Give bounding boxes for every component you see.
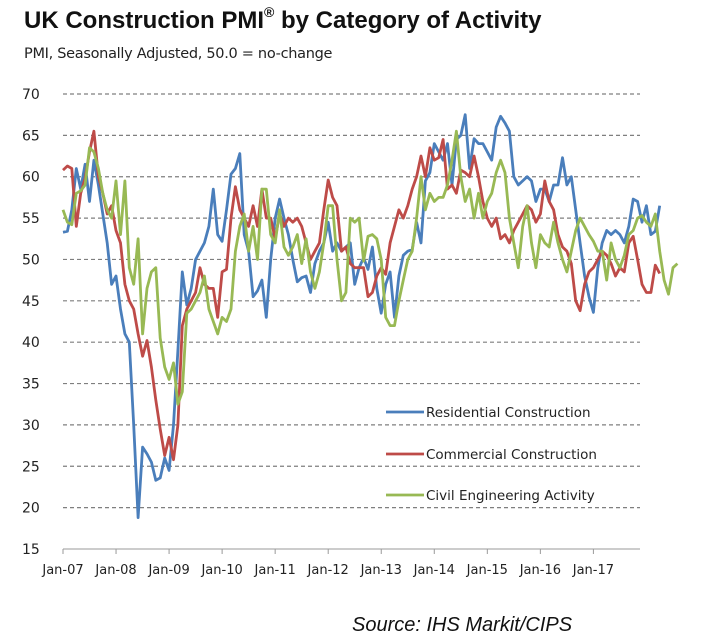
y-tick-label: 40	[22, 335, 40, 351]
series-line-civil-engineering-activity	[61, 129, 679, 406]
chart-title-text: UK Construction PMI	[24, 7, 264, 34]
legend: Residential Construction Commercial Const…	[386, 405, 597, 504]
x-tick-label: Jan-13	[360, 563, 402, 578]
x-tick-label: Jan-16	[519, 563, 561, 578]
registered-mark: ®	[264, 4, 275, 20]
legend-label: Civil Engineering Activity	[426, 488, 595, 504]
legend-label: Residential Construction	[426, 405, 591, 421]
x-tick-label: Jan-15	[466, 563, 508, 578]
x-tick-label: Jan-07	[41, 563, 83, 578]
y-tick-label: 15	[22, 542, 40, 558]
x-tick-label: Jan-12	[307, 563, 349, 578]
y-tick-label: 20	[22, 501, 40, 517]
y-tick-label: 35	[22, 377, 40, 393]
chart-title-suffix: by Category of Activity	[274, 7, 542, 34]
x-tick-label: Jan-09	[147, 563, 189, 578]
x-axis: Jan-07 Jan-08 Jan-09 Jan-10 Jan-11 Jan-12 Jan-…	[41, 548, 640, 578]
x-tick-label: Jan-10	[200, 563, 242, 578]
legend-label: Commercial Construction	[426, 447, 597, 463]
x-tick-label: Jan-14	[413, 563, 455, 578]
x-tick-label: Jan-11	[254, 563, 296, 578]
y-tick-label: 55	[22, 211, 40, 227]
source-note: Source: IHS Markit/CIPS	[352, 614, 573, 636]
y-tick-label: 70	[22, 87, 40, 103]
y-tick-label: 25	[22, 459, 40, 475]
y-tick-label: 50	[22, 252, 40, 268]
series-line-residential-construction	[62, 113, 662, 519]
y-axis: 15 20 25 30 35 40 45 50 55 60 65 70	[22, 87, 40, 558]
y-tick-label: 65	[22, 128, 40, 144]
gridlines	[63, 93, 640, 509]
x-tick-label: Jan-17	[572, 563, 614, 578]
x-tick-label: Jan-08	[94, 563, 136, 578]
y-tick-label: 30	[22, 418, 40, 434]
series-lines	[61, 113, 679, 519]
chart-title: UK Construction PMI® by Category of Acti…	[24, 4, 542, 35]
chart-subtitle: PMI, Seasonally Adjusted, 50.0 = no-chan…	[24, 46, 333, 62]
series-line-commercial-construction	[62, 129, 661, 462]
y-tick-label: 60	[22, 170, 40, 186]
y-tick-label: 45	[22, 294, 40, 310]
